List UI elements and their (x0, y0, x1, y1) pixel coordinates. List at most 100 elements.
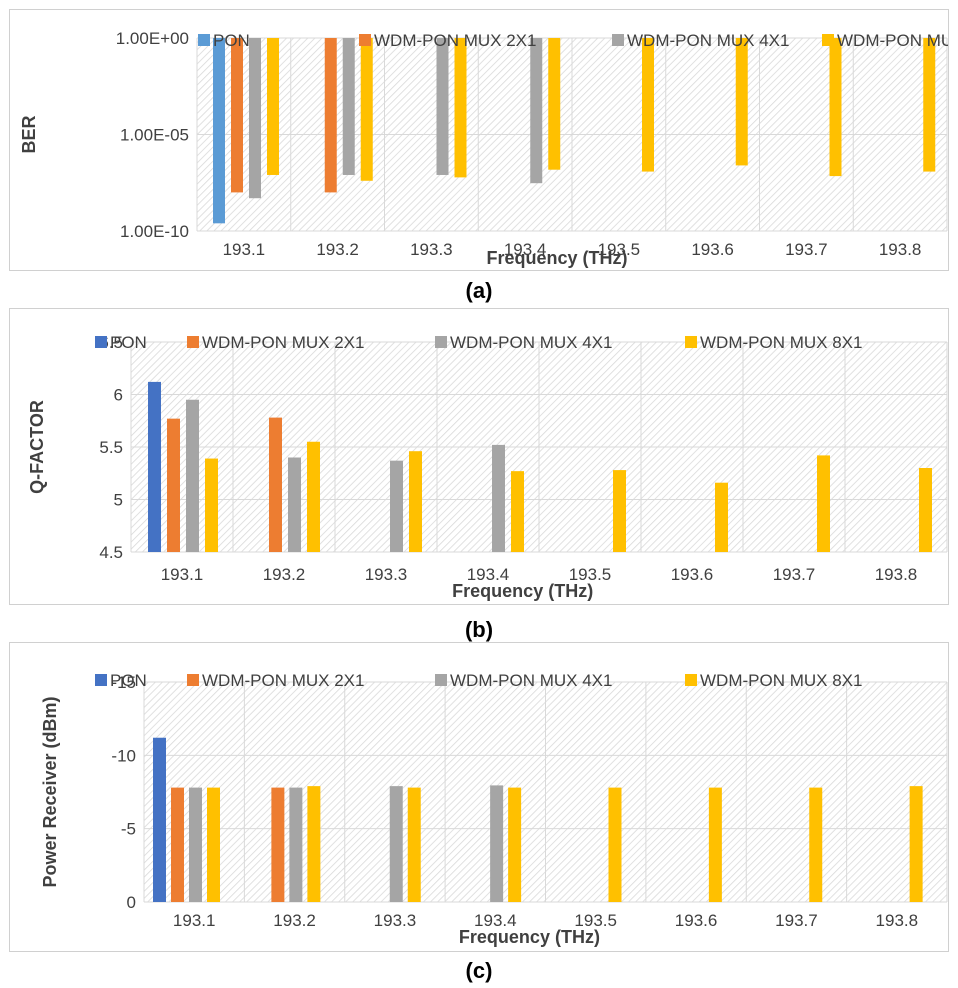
bar (390, 460, 403, 552)
caption-b: (b) (464, 617, 494, 642)
legend-swatch (95, 674, 107, 686)
legend-swatch (822, 34, 834, 46)
bar (909, 786, 923, 902)
legend-swatch (435, 336, 447, 348)
bar (608, 787, 622, 902)
legend-label: WDM-PON MUX 8X1 (837, 31, 948, 50)
y-tick-label: 5.5 (99, 438, 123, 457)
bar (207, 787, 220, 902)
x-axis-label: Frequency (THz) (459, 927, 600, 947)
x-tick-label: 193.3 (374, 911, 417, 930)
bar (269, 417, 282, 552)
bar (153, 737, 166, 902)
bar (511, 471, 524, 552)
bar (213, 38, 225, 224)
bar (642, 38, 654, 172)
x-tick-label: 193.2 (263, 565, 306, 584)
bar (307, 786, 321, 902)
bar (919, 468, 932, 552)
legend-label: WDM-PON MUX 8X1 (700, 671, 862, 690)
bar (307, 441, 320, 552)
x-tick-label: 193.8 (876, 911, 919, 930)
y-tick-label: 1.00E-05 (120, 126, 189, 145)
y-tick-label: 4.5 (99, 543, 123, 562)
x-tick-label: 193.2 (273, 911, 316, 930)
bar (189, 787, 202, 902)
bar (186, 399, 199, 552)
chart-panel-ber: 1.00E+00 1.00E-05 1.00E-10 193.1 193.2 193.3 1… (9, 9, 949, 271)
x-tick-label: 193.6 (671, 565, 714, 584)
y-axis-label: Q-FACTOR (27, 400, 47, 494)
x-axis-label: Frequency (THz) (486, 248, 627, 268)
y-tick-label: 1.00E-10 (120, 222, 189, 241)
caption-a: (a) (465, 278, 493, 303)
chart-panel-power: 0 -5 -10 -15 193.1 193.2 193.3 193.4 193.5 193.6 1… (9, 642, 949, 952)
x-tick-label: 193.6 (675, 911, 718, 930)
x-tick-label: 193.3 (410, 240, 453, 259)
ber-chart: 1.00E+00 1.00E-05 1.00E-10 193.1 193.2 193.3 1… (19, 29, 948, 268)
bar (492, 444, 505, 552)
legend-label: WDM-PON MUX 2X1 (374, 31, 536, 50)
legend-label: PON (110, 671, 147, 690)
bar (389, 786, 403, 902)
bar (530, 38, 543, 184)
bar (454, 38, 467, 178)
y-axis-label: BER (19, 115, 39, 153)
bar (436, 38, 449, 175)
x-tick-label: 193.7 (785, 240, 828, 259)
legend-label: WDM-PON MUX 8X1 (700, 333, 862, 352)
bar (267, 38, 279, 175)
bar (171, 787, 184, 902)
x-tick-label: 193.7 (775, 911, 818, 930)
x-tick-label: 193.4 (467, 565, 510, 584)
x-tick-label: 193.3 (365, 565, 408, 584)
x-tick-label: 193.5 (598, 240, 641, 259)
bar (735, 38, 748, 166)
bar (409, 451, 422, 552)
legend-label: WDM-PON MUX 4X1 (450, 333, 612, 352)
bar (809, 787, 823, 902)
x-axis-label: Frequency (THz) (452, 581, 593, 601)
bar (231, 38, 243, 193)
x-tick-label: 193.1 (223, 240, 266, 259)
x-tick-label: 193.1 (173, 911, 216, 930)
bar (288, 457, 301, 552)
y-axis-label: Power Receiver (dBm) (40, 696, 60, 887)
bar (249, 38, 261, 199)
x-tick-label: 193.7 (773, 565, 816, 584)
bar (148, 381, 161, 552)
x-tick-label: 193.5 (569, 565, 612, 584)
y-tick-label: -5 (121, 820, 136, 839)
bar (324, 38, 337, 193)
x-tick-label: 193.6 (691, 240, 734, 259)
legend-label: WDM-PON MUX 2X1 (202, 333, 364, 352)
x-tick-label: 193.4 (474, 911, 517, 930)
legend-label: WDM-PON MUX 4X1 (627, 31, 789, 50)
legend-label: WDM-PON MUX 2X1 (202, 671, 364, 690)
bar (342, 38, 355, 175)
chart-panel-qfactor: 4.5 5 5.5 6 6.5 193.1 193.2 193.3 193.4 193.5 193.… (9, 308, 949, 605)
bar (167, 418, 180, 552)
bar (829, 38, 842, 177)
y-tick-label: 6 (114, 386, 123, 405)
bar (715, 482, 728, 552)
caption-c: (c) (465, 958, 493, 983)
x-tick-label: 193.8 (879, 240, 922, 259)
legend-swatch (612, 34, 624, 46)
legend-label: PON (213, 31, 250, 50)
bar (407, 787, 421, 902)
legend-label: WDM-PON MUX 4X1 (450, 671, 612, 690)
legend-swatch (95, 336, 107, 348)
y-tick-label: 5 (114, 491, 123, 510)
bar (817, 455, 830, 552)
x-tick-label: 193.4 (504, 240, 547, 259)
bar (508, 787, 522, 902)
x-tick-label: 193.5 (574, 911, 617, 930)
legend-swatch (685, 336, 697, 348)
legend-swatch (685, 674, 697, 686)
bar (289, 787, 303, 902)
x-tick-label: 193.8 (875, 565, 918, 584)
legend-swatch (187, 336, 199, 348)
bar (613, 470, 626, 552)
